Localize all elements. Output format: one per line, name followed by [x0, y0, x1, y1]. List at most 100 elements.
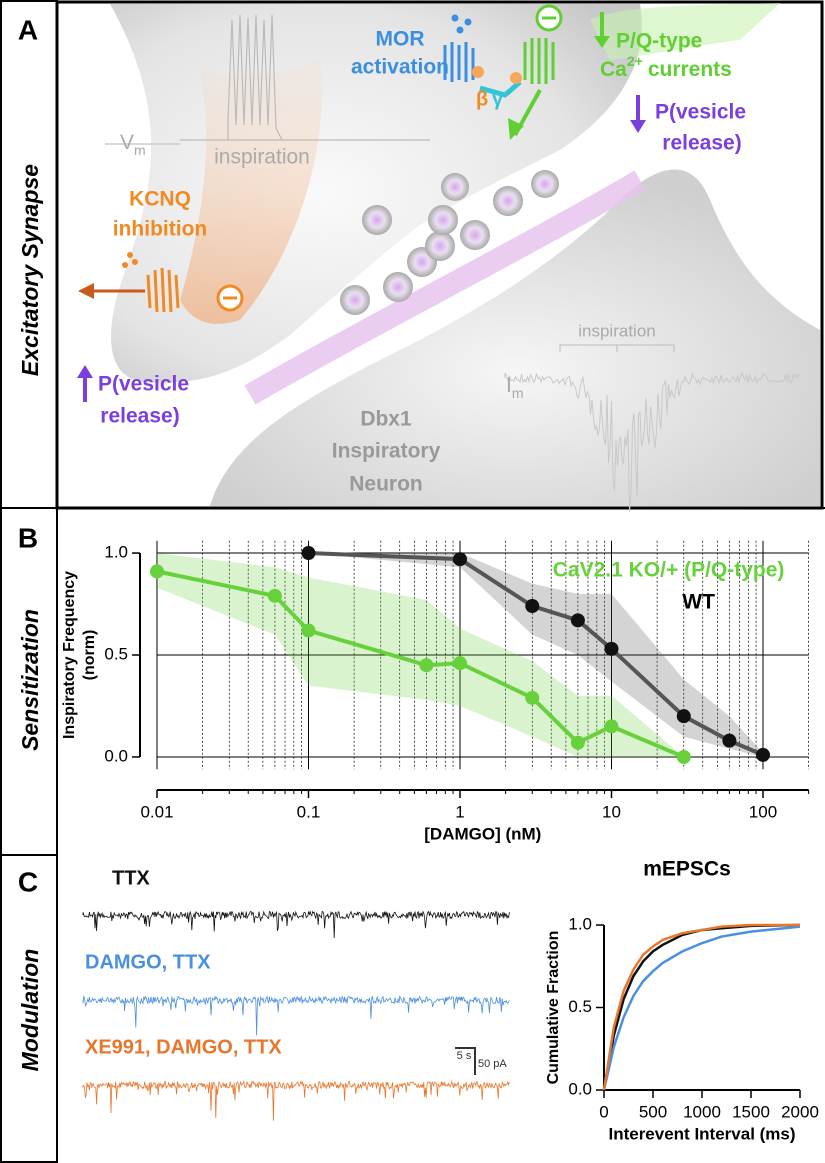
series-line: [308, 551, 764, 757]
vesicles: [340, 170, 559, 315]
trace-label: DAMGO, TTX: [85, 951, 211, 973]
left-column: [0, 0, 58, 1163]
y-tick-label: 1.0: [568, 914, 592, 933]
marker: [452, 656, 467, 671]
marker: [755, 747, 770, 762]
g-protein: [479, 80, 522, 98]
x-axis-label: Interevent Interval (ms): [608, 1124, 795, 1143]
label: P(vesicle: [655, 101, 746, 124]
pq-channel: [523, 38, 555, 84]
x-tick-label: 500: [639, 1102, 667, 1121]
panel-label: A: [18, 14, 38, 45]
marker: [722, 733, 737, 748]
marker: [570, 735, 585, 750]
label: release): [100, 405, 179, 428]
confidence-band: [157, 553, 684, 757]
arrow: [630, 120, 646, 133]
x-tick-label: 1: [455, 802, 464, 821]
bracket: [559, 344, 675, 352]
mor-receptor: [443, 14, 475, 82]
trace: [82, 1080, 510, 1121]
arrow: [594, 36, 610, 48]
label: activation: [351, 56, 449, 79]
marker: [419, 658, 434, 673]
label: Ca2+ currents: [600, 53, 732, 81]
side-label: Modulation: [17, 949, 43, 1072]
trace: [82, 995, 510, 1036]
y-tick-label: 0.5: [568, 997, 592, 1016]
label: inhibition: [113, 218, 207, 241]
x-tick-label: 2000: [781, 1102, 819, 1121]
label: Inspiratory: [332, 440, 441, 463]
current-traces: TTX DAMGO, TTX XE991, DAMGO, TTX: [82, 867, 510, 1121]
marker: [267, 588, 282, 603]
label: Im: [506, 374, 524, 401]
postsynaptic-neuron: [210, 169, 820, 506]
legend-entry: WT: [682, 590, 715, 613]
vm-trace: [180, 14, 430, 141]
marker: [301, 546, 316, 561]
synapse-illustration: [77, 3, 820, 513]
label: P(vesicle: [98, 373, 189, 396]
synaptic-cleft: [244, 170, 646, 405]
marker: [525, 690, 540, 705]
legend-entry: CaV2.1 KO/+ (P/Q-type): [553, 558, 785, 581]
confidence-band: [308, 553, 763, 757]
label: γ: [492, 88, 504, 110]
g-protein: [472, 66, 484, 78]
x-tick-label: 0.1: [297, 802, 321, 821]
chart-title: mEPSCs: [643, 858, 731, 881]
arrow: [77, 365, 93, 378]
marker: [150, 564, 164, 579]
y-tick-label: 0.5: [104, 644, 128, 663]
label: inspiration: [214, 146, 310, 169]
x-tick-label: 100: [749, 802, 777, 821]
panel-label: C: [18, 866, 38, 897]
scale-label: 50 pA: [478, 1058, 507, 1070]
arrow: [508, 118, 524, 140]
g-protein: [510, 72, 522, 84]
x-axis-label: [DAMGO] (nM): [424, 824, 541, 843]
marker: [676, 709, 691, 724]
marker: [604, 719, 619, 734]
label: KCNQ: [129, 188, 191, 211]
y-tick-label: 0.0: [104, 746, 128, 765]
x-tick-label: 0: [599, 1102, 608, 1121]
side-label: Sensitization: [17, 609, 43, 751]
x-tick-label: 0.01: [140, 802, 173, 821]
arrow: [78, 283, 94, 299]
panel-a-frame: [55, 0, 824, 510]
side-label: Excitatory Synapse: [17, 164, 43, 376]
y-tick-label: 0.0: [568, 1079, 592, 1098]
label: inspiration: [578, 321, 656, 340]
marker: [604, 641, 619, 656]
label: Vm: [120, 131, 146, 158]
label: β: [476, 88, 488, 110]
x-tick-label: 1000: [683, 1102, 721, 1121]
marker: [570, 613, 585, 628]
label: Dbx1: [360, 408, 412, 431]
x-tick-label: 10: [602, 802, 621, 821]
im-trace: [504, 371, 800, 513]
marker: [301, 623, 316, 638]
marker: [525, 599, 540, 614]
channel-glow: [590, 3, 780, 60]
series-line: [602, 923, 801, 1091]
marker: [452, 552, 467, 567]
y-axis-label: (norm): [81, 630, 98, 681]
scale-bar: [455, 1047, 476, 1075]
depolarization-cone: [180, 60, 322, 324]
label: P/Q-type: [616, 30, 702, 53]
kcnq-channel: [122, 252, 180, 313]
trace: [82, 910, 510, 939]
label: release): [662, 132, 741, 155]
marker: [676, 749, 691, 764]
y-axis-label: Inspiratory Frequency: [61, 571, 78, 739]
y-axis-label: Cumulative Fraction: [545, 931, 562, 1085]
trace-label: TTX: [112, 867, 150, 889]
trace-label: XE991, DAMGO, TTX: [85, 1036, 282, 1058]
scale-label: 5 s: [457, 1050, 472, 1062]
series-line: [602, 923, 800, 1091]
label: Neuron: [349, 473, 423, 496]
